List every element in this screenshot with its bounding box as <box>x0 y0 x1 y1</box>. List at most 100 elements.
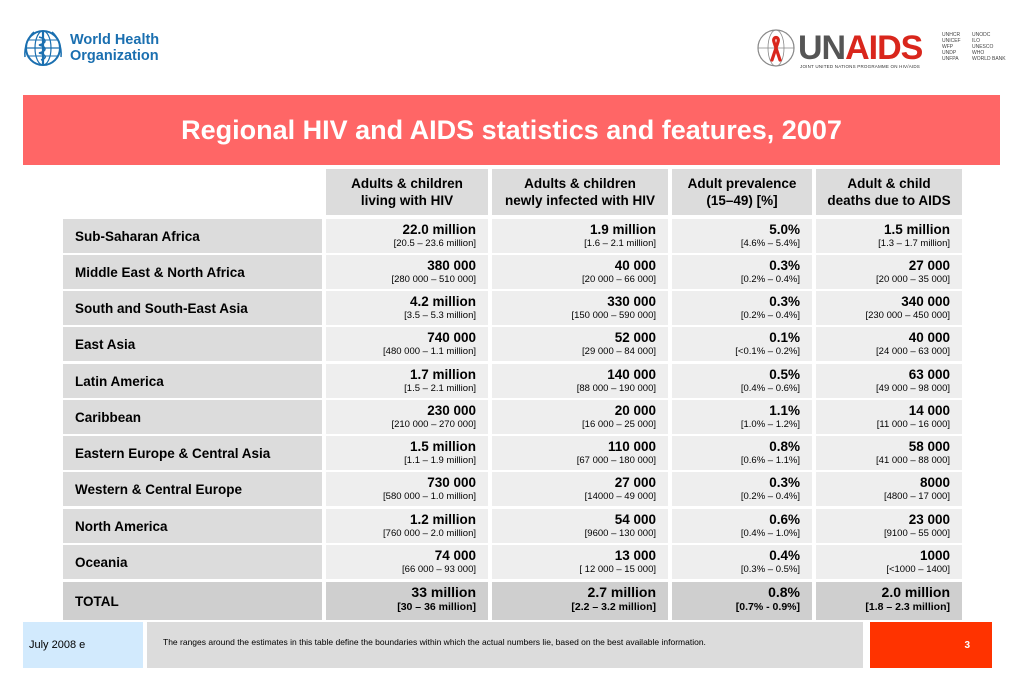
estimate-range: [66 000 – 93 000] <box>402 564 476 575</box>
estimate-value: 63 000 <box>908 367 950 382</box>
region-label: East Asia <box>63 327 322 361</box>
estimate-value: 4.2 million <box>409 294 476 309</box>
estimate-value: 13 000 <box>614 548 656 563</box>
estimate-range: [20 000 – 35 000] <box>876 274 950 285</box>
estimate-value: 1.7 million <box>409 367 476 382</box>
estimate-value: 0.8% <box>768 584 800 600</box>
estimate-range: [0.3% – 0.5%] <box>740 564 800 575</box>
estimate-value: 0.4% <box>769 548 800 563</box>
estimate-value: 27 000 <box>908 258 950 273</box>
table-row: East Asia 740 000 [480 000 – 1.1 million] 5… <box>63 327 962 361</box>
estimate-value: 23 000 <box>908 512 950 527</box>
table-cell: 0.8% [0.6% – 1.1%] <box>672 436 812 470</box>
region-label: Oceania <box>63 545 322 579</box>
table-cell: 230 000 [210 000 – 270 000] <box>326 400 488 434</box>
estimate-range: [760 000 – 2.0 million] <box>383 528 476 539</box>
estimate-range: [14000 – 49 000] <box>584 491 656 502</box>
table-cell: 340 000 [230 000 – 450 000] <box>816 291 962 325</box>
cosponsor: UNODC <box>972 32 991 38</box>
cosponsor: WHO <box>972 50 985 56</box>
table-cell: 1.1% [1.0% – 1.2%] <box>672 400 812 434</box>
header-line: Adult & child <box>847 176 931 191</box>
cosponsor: UNDP <box>942 50 957 56</box>
table-cell: 27 000 [14000 – 49 000] <box>492 472 668 506</box>
table-cell: 40 000 [24 000 – 63 000] <box>816 327 962 361</box>
red-ribbon-icon <box>757 29 795 67</box>
table-cell: 74 000 [66 000 – 93 000] <box>326 545 488 579</box>
estimate-range: [49 000 – 98 000] <box>876 383 950 394</box>
table-row: Western & Central Europe 730 000 [580 000 … <box>63 472 962 506</box>
page-number: 3 <box>870 622 992 668</box>
estimate-range: [280 000 – 510 000] <box>391 274 476 285</box>
table-cell: 0.6% [0.4% – 1.0%] <box>672 509 812 543</box>
title-banner: Regional HIV and AIDS statistics and fea… <box>23 95 1000 165</box>
region-label: Sub-Saharan Africa <box>63 219 322 253</box>
estimate-value: 52 000 <box>614 330 656 345</box>
table-row: Latin America 1.7 million [1.5 – 2.1 milli… <box>63 364 962 398</box>
unaids-un: UN <box>798 29 846 67</box>
estimate-range: [4800 – 17 000] <box>883 491 950 502</box>
estimate-value: 380 000 <box>427 258 476 273</box>
table-cell: 1.2 million [760 000 – 2.0 million] <box>326 509 488 543</box>
estimate-range: [30 – 36 million] <box>397 601 476 613</box>
table-cell: 2.7 million [2.2 – 3.2 million] <box>492 582 668 620</box>
estimate-value: 230 000 <box>427 403 476 418</box>
header-line: (15–49) [%] <box>706 193 778 208</box>
table-cell: 1.9 million [1.6 – 2.1 million] <box>492 219 668 253</box>
table-cell: 330 000 [150 000 – 590 000] <box>492 291 668 325</box>
estimate-value: 0.8% <box>769 439 800 454</box>
estimate-value: 22.0 million <box>402 222 476 237</box>
estimate-value: 1.1% <box>769 403 800 418</box>
region-label: South and South-East Asia <box>63 291 322 325</box>
region-label: Middle East & North Africa <box>63 255 322 289</box>
table-cell: 58 000 [41 000 – 88 000] <box>816 436 962 470</box>
estimate-range: [9600 – 130 000] <box>584 528 656 539</box>
estimate-range: [1.1 – 1.9 million] <box>404 455 476 466</box>
estimate-value: 27 000 <box>614 475 656 490</box>
cosponsors-col2: UNODC ILO UNESCO WHO WORLD BANK <box>972 32 1012 62</box>
estimate-value: 140 000 <box>607 367 656 382</box>
estimate-range: [0.2% – 0.4%] <box>740 310 800 321</box>
table-cell: 140 000 [88 000 – 190 000] <box>492 364 668 398</box>
estimate-range: [150 000 – 590 000] <box>571 310 656 321</box>
unaids-wordmark: UNAIDS <box>798 28 923 68</box>
estimate-range: [230 000 – 450 000] <box>865 310 950 321</box>
estimate-range: [210 000 – 270 000] <box>391 419 476 430</box>
who-line2: Organization <box>70 48 159 64</box>
who-logo: World Health Organization <box>22 26 172 70</box>
estimate-value: 74 000 <box>434 548 476 563</box>
estimate-range: [1.0% – 1.2%] <box>740 419 800 430</box>
table-cell: 14 000 [11 000 – 16 000] <box>816 400 962 434</box>
table-cell: 54 000 [9600 – 130 000] <box>492 509 668 543</box>
table-row: Oceania 74 000 [66 000 – 93 000] 13 000[ 12… <box>63 545 962 579</box>
estimate-value: 14 000 <box>908 403 950 418</box>
region-label: North America <box>63 509 322 543</box>
estimate-range: [20.5 – 23.6 million] <box>393 238 476 249</box>
table-cell: 110 000 [67 000 – 180 000] <box>492 436 668 470</box>
estimate-range: [1.6 – 2.1 million] <box>584 238 656 249</box>
estimate-value: 0.3% <box>769 294 800 309</box>
estimate-range: [<1000 – 1400] <box>886 564 950 575</box>
table-cell: 0.4% [0.3% – 0.5%] <box>672 545 812 579</box>
who-wordmark: World Health Organization <box>70 32 159 64</box>
estimate-range: [0.7% - 0.9%] <box>735 601 800 613</box>
table-cell: 380 000 [280 000 – 510 000] <box>326 255 488 289</box>
table-cell: 0.1% [<0.1% – 0.2%] <box>672 327 812 361</box>
table-cell: 52 000 [29 000 – 84 000] <box>492 327 668 361</box>
table-cell: 2.0 million [1.8 – 2.3 million] <box>816 582 962 620</box>
footer-date: July 2008 e <box>23 622 143 668</box>
estimate-range: [1.8 – 2.3 million] <box>865 601 950 613</box>
estimate-range: [580 000 – 1.0 million] <box>383 491 476 502</box>
header-line: newly infected with HIV <box>504 193 656 208</box>
table-cell: 1.7 million [1.5 – 2.1 million] <box>326 364 488 398</box>
cosponsor: WFP <box>942 44 954 50</box>
table-cell: 1.5 million [1.3 – 1.7 million] <box>816 219 962 253</box>
table-row: Sub-Saharan Africa 22.0 million [20.5 – 23… <box>63 219 962 253</box>
estimate-value: 1.5 million <box>409 439 476 454</box>
region-label: Western & Central Europe <box>63 472 322 506</box>
estimate-value: 8000 <box>919 475 950 490</box>
table-cell: 63 000 [49 000 – 98 000] <box>816 364 962 398</box>
table-cell: 1.5 million [1.1 – 1.9 million] <box>326 436 488 470</box>
table-cell: 8000 [4800 – 17 000] <box>816 472 962 506</box>
estimate-range: [0.2% – 0.4%] <box>740 491 800 502</box>
